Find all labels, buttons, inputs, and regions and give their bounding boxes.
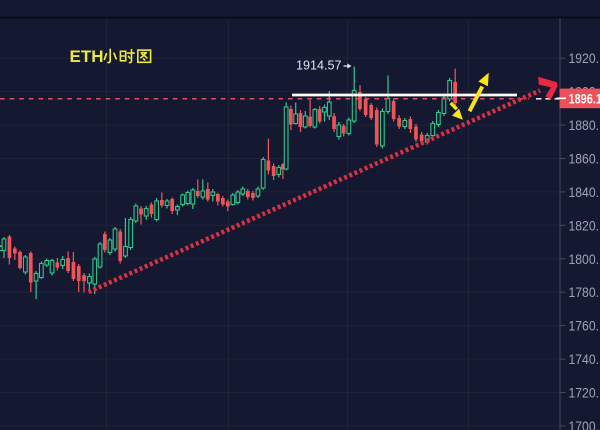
svg-text:1800.: 1800. [569,251,600,267]
svg-text:1920.: 1920. [569,50,600,66]
svg-text:1914.57: 1914.57 [296,59,342,73]
svg-text:1740.: 1740. [569,351,600,367]
svg-text:1840.: 1840. [569,184,600,200]
svg-text:1720.: 1720. [569,385,600,401]
svg-text:1820.: 1820. [569,217,600,233]
svg-text:1860.: 1860. [569,151,600,167]
svg-text:1896.1: 1896.1 [569,90,600,106]
svg-text:1700.: 1700. [569,418,600,430]
svg-text:1760.: 1760. [569,318,600,334]
svg-text:1780.: 1780. [569,284,600,300]
svg-text:ETH: ETH [70,47,104,66]
svg-text:1880.: 1880. [569,117,600,133]
